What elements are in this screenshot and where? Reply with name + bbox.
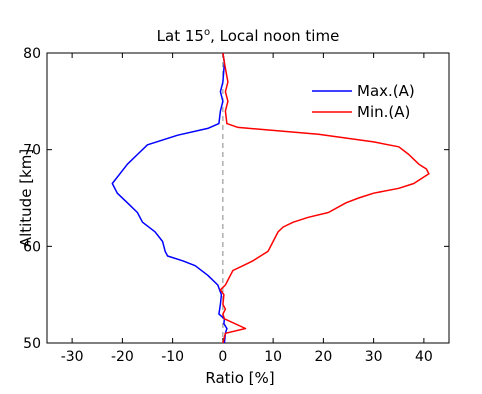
series-line-1 [111,52,228,344]
series-layer [111,52,430,344]
y-tick-label: 50 [23,336,41,352]
chart-title-degree: o [204,27,210,38]
chart-title-main: Lat 15 [157,27,204,45]
x-tick-label: -20 [111,349,134,365]
x-tick-label: 40 [415,349,433,365]
legend: Max.(A) Min.(A) [312,82,415,121]
y-tick-label: 70 [23,143,41,159]
y-axis-label: Altitude [km] [17,149,35,247]
plot-frame [46,52,450,344]
series-line-2 [219,52,430,344]
x-tick-label: 30 [365,349,383,365]
x-tick-label: 10 [264,349,282,365]
x-tick-label: 20 [314,349,332,365]
x-axis-label: Ratio [%] [205,369,274,387]
x-tick-label: -10 [161,349,184,365]
legend-label: Min.(A) [357,103,410,121]
ticks-layer: -30 -20 -10 0 10 20 30 40 50 60 70 80 [23,46,449,365]
legend-label: Max.(A) [357,82,415,100]
chart-title: Lat 15o, Local noon time [157,27,340,45]
y-tick-label: 60 [23,239,41,255]
chart-title-rest: , Local noon time [210,27,339,45]
y-tick-label: 80 [23,46,41,62]
x-tick-label: 0 [218,349,227,365]
x-tick-label: -30 [61,349,84,365]
